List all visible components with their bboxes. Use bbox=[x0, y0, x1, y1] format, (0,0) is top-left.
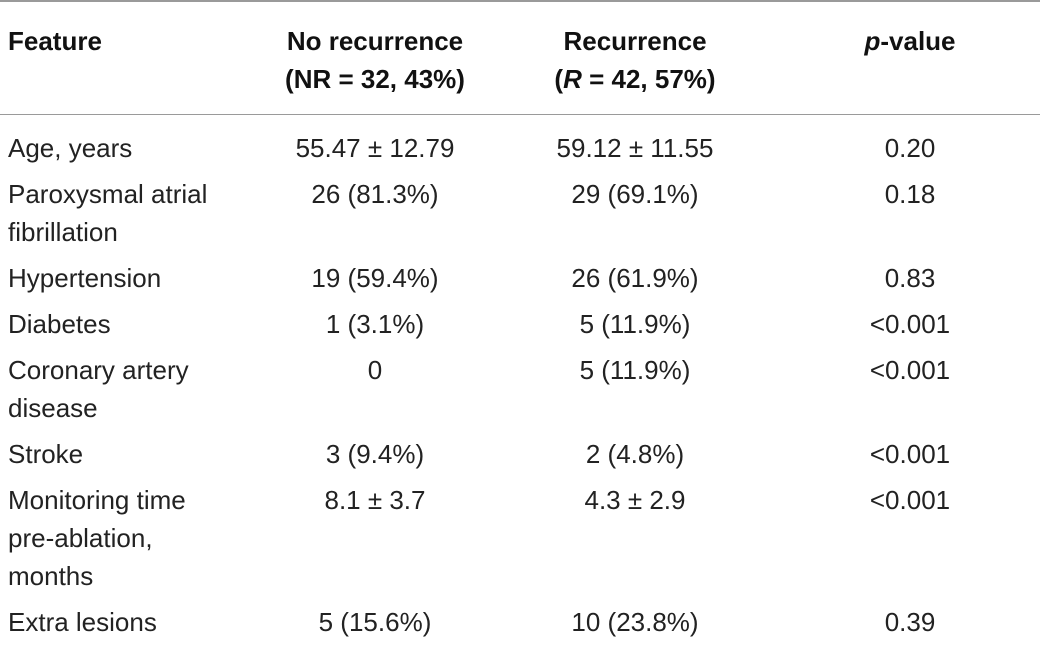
feature-label-line: Stroke bbox=[8, 439, 84, 469]
table-row: Paroxysmal atrial fibrillation 26 (81.3%) 2… bbox=[0, 175, 1040, 259]
cell-recurrence: 10 (23.8%) bbox=[571, 607, 699, 637]
cell-feature: Extra lesions bbox=[0, 603, 260, 641]
cell-p-value: <0.001 bbox=[869, 309, 951, 339]
cell-no-recurrence: 1 (3.1%) bbox=[325, 309, 425, 339]
feature-label-line: disease bbox=[8, 393, 98, 423]
cell-recurrence: 5 (11.9%) bbox=[579, 309, 691, 339]
table-row: Age, years 55.47 ± 12.79 59.12 ± 11.55 0.20 bbox=[0, 115, 1040, 176]
cell-no-recurrence: 26 (81.3%) bbox=[311, 179, 439, 209]
cell-recurrence: 5 (11.9%) bbox=[579, 355, 691, 385]
cell-recurrence: 4.3 ± 2.9 bbox=[584, 485, 686, 515]
table-body: Age, years 55.47 ± 12.79 59.12 ± 11.55 0.20… bbox=[0, 115, 1040, 642]
cell-feature: Hypertension bbox=[0, 259, 260, 305]
feature-label-line: pre-ablation, bbox=[8, 523, 153, 553]
feature-label-line: Diabetes bbox=[8, 309, 111, 339]
table-row: Stroke 3 (9.4%) 2 (4.8%) <0.001 bbox=[0, 435, 1040, 481]
cell-no-recurrence: 3 (9.4%) bbox=[325, 439, 425, 469]
header-p-value: p-value bbox=[864, 26, 956, 56]
cell-feature: Paroxysmal atrial fibrillation bbox=[0, 175, 260, 259]
feature-label-line: fibrillation bbox=[8, 217, 118, 247]
table-row: Diabetes 1 (3.1%) 5 (11.9%) <0.001 bbox=[0, 305, 1040, 351]
table-row: Hypertension 19 (59.4%) 26 (61.9%) 0.83 bbox=[0, 259, 1040, 305]
cell-feature: Diabetes bbox=[0, 305, 260, 351]
cell-no-recurrence: 55.47 ± 12.79 bbox=[295, 133, 455, 163]
cell-p-value: 0.83 bbox=[884, 263, 936, 293]
recurrence-comparison-table: Feature No recurrence (NR = 32, 43%) Rec… bbox=[0, 1, 1040, 642]
feature-label-line: Hypertension bbox=[8, 263, 162, 293]
cell-recurrence: 29 (69.1%) bbox=[571, 179, 699, 209]
cell-feature: Monitoring time pre-ablation, months bbox=[0, 481, 260, 603]
cell-p-value: <0.001 bbox=[869, 485, 951, 515]
feature-label-line: Extra lesions bbox=[8, 607, 157, 637]
header-no-recurrence: No recurrence (NR = 32, 43%) bbox=[285, 26, 465, 94]
header-row: Feature No recurrence (NR = 32, 43%) Rec… bbox=[0, 1, 1040, 115]
cell-feature: Coronary artery disease bbox=[0, 351, 260, 435]
feature-label-line: Monitoring time bbox=[8, 485, 186, 515]
cell-no-recurrence: 0 bbox=[367, 355, 383, 385]
cell-no-recurrence: 5 (15.6%) bbox=[318, 607, 432, 637]
feature-label-line: Paroxysmal atrial bbox=[8, 179, 208, 209]
feature-label-line: months bbox=[8, 561, 94, 591]
table-row: Extra lesions 5 (15.6%) 10 (23.8%) 0.39 bbox=[0, 603, 1040, 641]
cell-recurrence: 2 (4.8%) bbox=[585, 439, 685, 469]
cell-p-value: 0.20 bbox=[884, 133, 936, 163]
feature-label-line: Coronary artery bbox=[8, 355, 189, 385]
table-row: Coronary artery disease 0 5 (11.9%) <0.001 bbox=[0, 351, 1040, 435]
cell-p-value: <0.001 bbox=[869, 439, 951, 469]
cell-no-recurrence: 19 (59.4%) bbox=[311, 263, 439, 293]
cell-no-recurrence: 8.1 ± 3.7 bbox=[324, 485, 426, 515]
cell-recurrence: 59.12 ± 11.55 bbox=[556, 133, 714, 163]
cell-feature: Age, years bbox=[0, 115, 260, 176]
cell-p-value: 0.39 bbox=[884, 607, 936, 637]
table-header: Feature No recurrence (NR = 32, 43%) Rec… bbox=[0, 1, 1040, 115]
table-row: Monitoring time pre-ablation, months 8.1 ± … bbox=[0, 481, 1040, 603]
cell-p-value: 0.18 bbox=[884, 179, 936, 209]
header-recurrence: Recurrence (R = 42, 57%) bbox=[554, 26, 716, 94]
cell-feature: Stroke bbox=[0, 435, 260, 481]
cell-recurrence: 26 (61.9%) bbox=[571, 263, 699, 293]
header-feature: Feature bbox=[8, 26, 102, 56]
cell-p-value: <0.001 bbox=[869, 355, 951, 385]
feature-label-line: Age, years bbox=[8, 133, 133, 163]
